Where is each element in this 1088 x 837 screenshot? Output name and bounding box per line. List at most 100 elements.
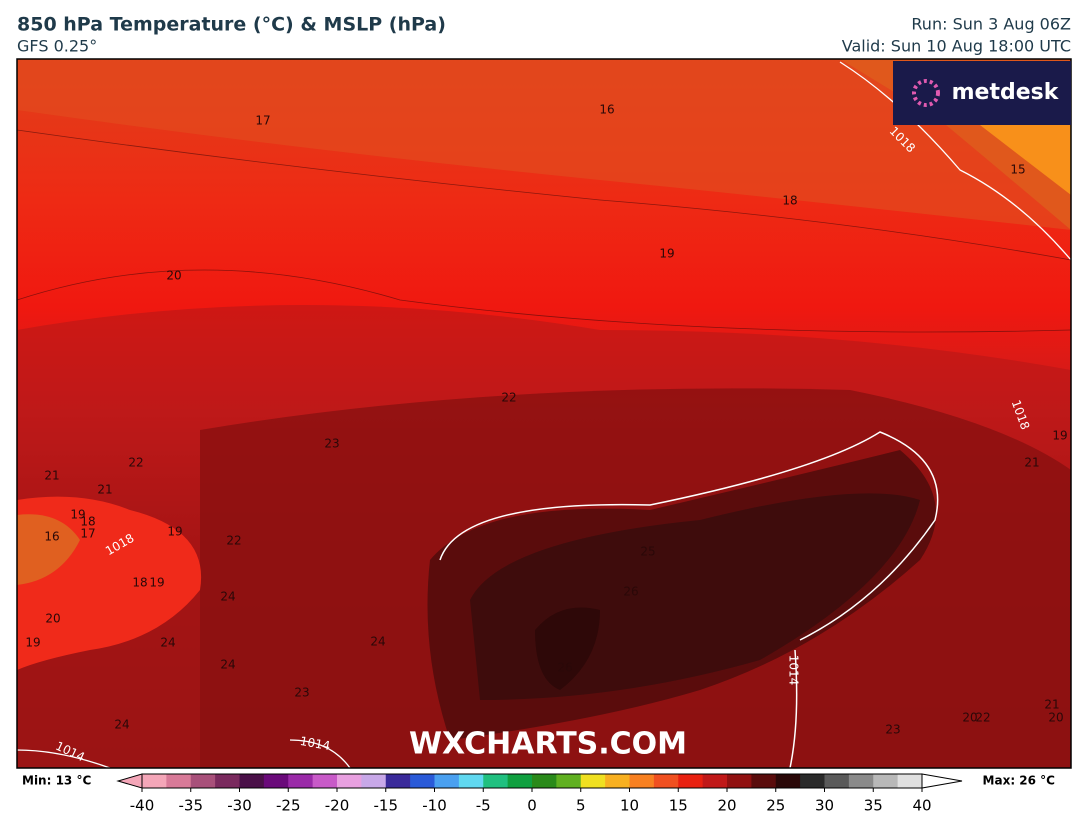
colorbar-swatch <box>312 774 338 788</box>
colorbar-tick-label: 15 <box>669 797 688 815</box>
temperature-label: 20 <box>1048 711 1063 725</box>
temperature-label: 22 <box>501 391 516 405</box>
temperature-label: 21 <box>1044 698 1059 712</box>
colorbar-swatch <box>142 774 167 788</box>
colorbar-max-arrow <box>921 773 963 789</box>
temperature-label: 19 <box>1052 429 1067 443</box>
colorbar-swatch <box>458 774 484 788</box>
colorbar-swatch <box>605 774 630 788</box>
colorbar-swatch <box>751 774 777 788</box>
temperature-label: 25 <box>640 545 655 559</box>
colorbar-swatch <box>434 774 460 788</box>
colorbar-tick-label: 20 <box>717 797 736 815</box>
colorbar-swatch <box>190 774 216 788</box>
run: Run: Sun 3 Aug 06Z <box>911 15 1071 34</box>
map: metdesk WXCHARTS.COM <box>16 58 1072 769</box>
temperature-label: 20 <box>45 612 60 626</box>
temperature-label: 22 <box>226 534 241 548</box>
temperature-label: 18 <box>782 194 797 208</box>
temperature-label: 15 <box>1010 163 1025 177</box>
colorbar-swatch <box>507 774 533 788</box>
watermark: WXCHARTS.COM <box>409 727 687 762</box>
temperature-label: 23 <box>324 437 339 451</box>
temperature-label: 24 <box>160 636 175 650</box>
colorbar-swatch <box>215 774 240 788</box>
temperature-label: 19 <box>167 525 182 539</box>
temperature-label: 17 <box>80 527 95 541</box>
colorbar-tick-label: -10 <box>422 797 447 815</box>
colorbar-tick-label: -35 <box>179 797 204 815</box>
temperature-label: 21 <box>97 483 112 497</box>
temperature-label: 17 <box>255 114 270 128</box>
logo-box <box>893 61 1071 125</box>
temperature-label: 16 <box>44 530 59 544</box>
logo-text: metdesk <box>952 80 1060 105</box>
colorbar-swatch <box>678 774 704 788</box>
temperature-label: 22 <box>128 456 143 470</box>
temperature-label: 18 <box>80 515 95 529</box>
colorbar-swatch <box>775 774 801 788</box>
colorbar-tick-label: -40 <box>130 797 155 815</box>
temperature-label: 24 <box>370 635 385 649</box>
colorbar-tick-label: -30 <box>227 797 252 815</box>
colorbar-swatch <box>263 774 289 788</box>
temperature-label: 19 <box>25 636 40 650</box>
temperature-label: 21 <box>44 469 59 483</box>
temperature-label: 23 <box>294 686 309 700</box>
logo-icon <box>912 79 940 107</box>
border <box>16 129 1072 333</box>
colorbar-swatch <box>361 774 387 788</box>
colorbar-swatch <box>824 774 850 788</box>
colorbar-swatch <box>385 774 411 788</box>
colorbar-swatch <box>897 774 923 788</box>
colorbar-swatch <box>166 774 192 788</box>
temperature-label: 19 <box>70 508 85 522</box>
temperature-label: 24 <box>114 718 129 732</box>
temperature-label: 24 <box>220 590 235 604</box>
colorbar-swatch <box>629 774 655 788</box>
colorbar-tick-label: 25 <box>766 797 785 815</box>
colorbar-tick-label: -25 <box>276 797 301 815</box>
valid: Valid: Sun 10 Aug 18:00 UTC <box>842 37 1071 56</box>
colorbar-tick-label: 30 <box>815 797 834 815</box>
isobar <box>839 61 1072 261</box>
cool-band <box>980 125 1071 195</box>
colorbar-swatch <box>239 774 265 788</box>
colorbar-swatch <box>702 774 728 788</box>
min-label: Min: 13 °C <box>22 774 91 788</box>
isobar-label: 1014 <box>787 655 801 686</box>
colorbar-tick-label: -5 <box>476 797 491 815</box>
cool-band <box>17 59 1071 230</box>
cool-spot <box>17 514 80 585</box>
colorbar-swatch <box>556 774 582 788</box>
colorbar-min-arrow <box>116 773 143 789</box>
temperature-label: 22 <box>975 711 990 725</box>
temperature-label: 19 <box>659 247 674 261</box>
temperature-label: 16 <box>599 103 614 117</box>
colorbar-swatch <box>288 774 314 788</box>
colorbar-swatch <box>532 774 557 788</box>
colorbar-swatch <box>800 774 825 788</box>
colorbar-tick-label: 5 <box>576 797 586 815</box>
temperature-label: 19 <box>149 576 164 590</box>
map-frame <box>16 58 1072 769</box>
temperature-label: 26 <box>557 661 572 675</box>
title: 850 hPa Temperature (°C) & MSLP (hPa) <box>17 14 446 36</box>
colorbar-swatch <box>337 774 362 788</box>
colorbar-swatch <box>727 774 752 788</box>
colorbar-tick-label: -20 <box>325 797 350 815</box>
temperature-label: 18 <box>132 576 147 590</box>
isobar <box>16 739 351 769</box>
isobar <box>439 431 939 769</box>
colorbar-swatch <box>848 774 874 788</box>
colorbar-tick-label: 0 <box>527 797 537 815</box>
colorbar-tick-label: 40 <box>912 797 931 815</box>
model: GFS 0.25° <box>17 37 97 56</box>
hot-core <box>535 607 600 690</box>
temperature-label: 20 <box>166 269 181 283</box>
temperature-label: 26 <box>623 585 638 599</box>
temperature-label: 23 <box>885 723 900 737</box>
temperature-label: 20 <box>962 711 977 725</box>
